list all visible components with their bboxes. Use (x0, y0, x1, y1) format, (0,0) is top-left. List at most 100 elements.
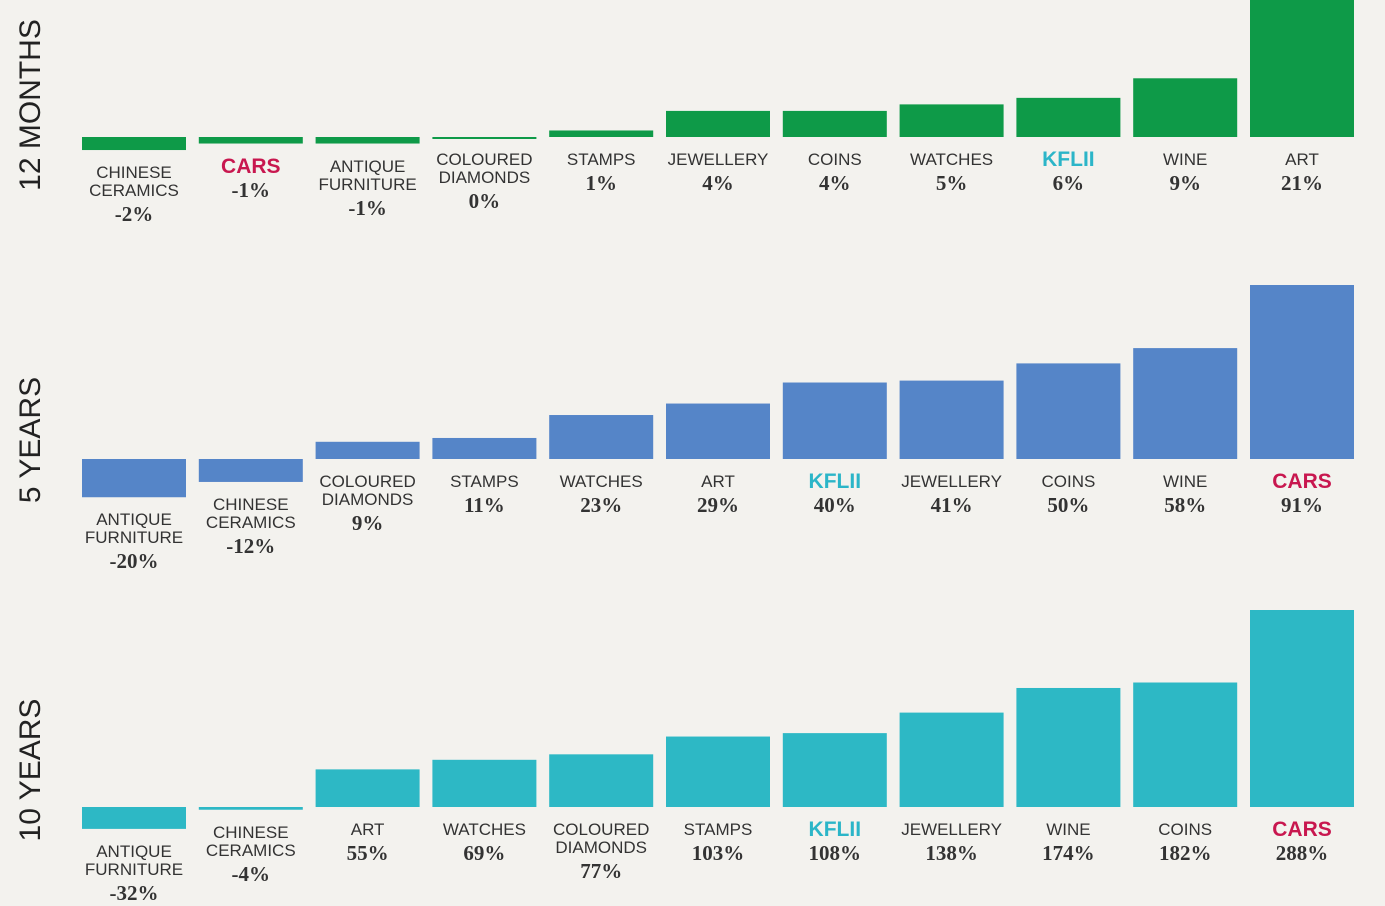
bar (198, 137, 303, 144)
bar (1016, 363, 1121, 459)
value-label: 103% (691, 841, 745, 865)
bar (549, 130, 654, 137)
value-label: 91% (1281, 493, 1323, 517)
bar (666, 736, 770, 807)
category-label: ART (701, 472, 735, 491)
category-label: KFLII (808, 470, 862, 493)
bar (1250, 610, 1354, 807)
category-label: STAMPS (566, 150, 636, 169)
category-label: JEWELLERY (901, 472, 1002, 491)
value-label: 55% (346, 841, 389, 865)
value-label: -4% (231, 861, 271, 886)
value-label: 69% (463, 841, 506, 865)
bar (899, 380, 1004, 459)
category-label: STAMPS (450, 472, 519, 491)
bar (315, 137, 420, 144)
bar (899, 104, 1004, 137)
value-label: -32% (109, 880, 159, 905)
category-label: CHINESE CERAMICS (205, 822, 296, 860)
category-label: COINS (807, 150, 862, 169)
bar (666, 403, 770, 459)
value-label: -1% (348, 195, 387, 220)
value-label: 288% (1275, 841, 1329, 865)
bar (1250, 0, 1354, 137)
bar (782, 382, 887, 459)
value-label: 6% (1052, 171, 1085, 195)
category-label: ANTIQUE FURNITURE (318, 156, 417, 194)
category-label: CHINESE CERAMICS (89, 163, 179, 201)
value-label: 138% (925, 841, 978, 865)
value-label: 1% (585, 171, 617, 195)
bar (198, 807, 303, 810)
bar (1133, 682, 1238, 807)
bar (198, 459, 303, 482)
category-label: COINS (1041, 472, 1096, 491)
category-label: ANTIQUE FURNITURE (84, 510, 184, 548)
value-label: 21% (1281, 171, 1323, 195)
value-label: 4% (702, 171, 734, 195)
value-label: 11% (463, 493, 505, 517)
category-label: COINS (1158, 820, 1213, 839)
category-label: CARS (1272, 818, 1332, 841)
value-label: -2% (114, 202, 154, 227)
bar (666, 110, 770, 137)
category-label: WINE (1162, 472, 1208, 491)
panel-title: 12 MONTHS (14, 19, 47, 191)
bar (1133, 78, 1238, 137)
category-label: CARS (1272, 470, 1332, 493)
bar (82, 137, 186, 151)
category-label: COLOURED DIAMONDS (436, 150, 533, 187)
category-label: KFLII (1042, 148, 1095, 171)
category-label: ANTIQUE FURNITURE (84, 841, 184, 879)
value-label: -12% (226, 533, 276, 558)
bar (1016, 687, 1121, 807)
bar (82, 459, 186, 498)
category-label: COLOURED DIAMONDS (553, 820, 650, 857)
category-label: STAMPS (683, 820, 753, 839)
value-label: 50% (1047, 493, 1090, 517)
bar (432, 437, 537, 459)
value-label: 182% (1158, 841, 1212, 865)
bar (782, 110, 887, 137)
category-label: KFLII (808, 818, 862, 841)
bar (1133, 348, 1238, 459)
category-label: JEWELLERY (901, 820, 1002, 839)
category-label: ART (1285, 150, 1319, 169)
panel-title: 10 YEARS (14, 699, 47, 842)
value-label: 58% (1164, 493, 1207, 517)
bar (432, 759, 537, 807)
value-label: 108% (808, 841, 862, 865)
value-label: 29% (697, 493, 739, 517)
value-label: 9% (1169, 171, 1201, 195)
bar (315, 441, 420, 459)
value-label: 23% (580, 493, 623, 517)
bar (549, 754, 654, 807)
value-label: 0% (468, 189, 501, 213)
bar (782, 733, 887, 807)
bar (549, 415, 654, 459)
category-label: ART (350, 820, 385, 839)
value-label: 4% (819, 171, 851, 195)
bar (899, 712, 1004, 807)
bar (432, 137, 537, 139)
category-label: COLOURED DIAMONDS (319, 472, 416, 509)
bar (1250, 285, 1354, 459)
value-label: 40% (813, 493, 856, 517)
value-label: 9% (351, 511, 384, 535)
category-label: WATCHES (910, 150, 994, 169)
category-label: WINE (1046, 820, 1091, 839)
bar (315, 769, 420, 807)
category-label: CARS (221, 154, 281, 178)
panel-title: 5 YEARS (14, 377, 47, 503)
value-label: -20% (109, 549, 159, 574)
value-label: 41% (930, 493, 973, 517)
category-label: WATCHES (559, 472, 643, 491)
value-label: 5% (935, 171, 968, 195)
category-label: WINE (1162, 150, 1208, 169)
bar (82, 807, 186, 829)
category-label: WATCHES (442, 820, 526, 839)
value-label: -1% (231, 177, 271, 202)
bar (1016, 97, 1121, 137)
